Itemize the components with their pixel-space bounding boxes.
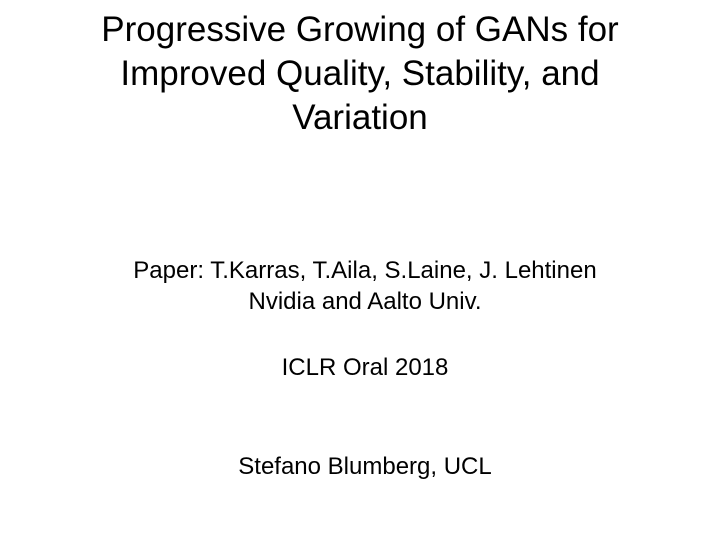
title-line: Improved Quality, Stability, and [120,54,600,93]
affiliation: Nvidia and Aalto Univ. [248,288,482,315]
venue: ICLR Oral 2018 [281,354,449,381]
presenter: Stefano Blumberg, UCL [238,453,492,480]
authors: Paper: T.Karras, T.Aila, S.Laine, J. Leh… [133,257,597,284]
title-line: Variation [292,98,428,137]
title-line: Progressive Growing of GANs for [101,10,619,49]
